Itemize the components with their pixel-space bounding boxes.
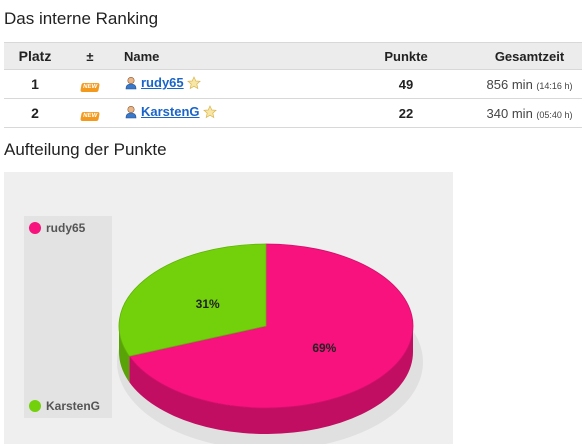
ranking-heading: Das interne Ranking xyxy=(4,9,159,28)
col-name-header[interactable]: Name xyxy=(114,42,335,70)
ranking-table: Platz ± Name Punkte Gesamtzeit 1 NEW rud… xyxy=(4,42,582,128)
legend-label-karsteng: KarstenG xyxy=(46,399,100,413)
pie-side-rudy65 xyxy=(129,326,413,434)
user-link[interactable]: rudy65 xyxy=(141,75,184,91)
rank-cell: 1 xyxy=(4,69,66,99)
new-badge: NEW xyxy=(80,112,100,121)
table-header-row: Platz ± Name Punkte Gesamtzeit xyxy=(4,42,582,70)
pie-chart-svg: 69% 31% rudy65 KarstenG xyxy=(24,216,423,444)
user-link[interactable]: KarstenG xyxy=(141,104,200,120)
pie-side-karsteng xyxy=(119,326,130,383)
table-row: 2 NEW KarstenG 22 340 min (05:40 h) xyxy=(4,98,582,128)
legend-marker-rudy65 xyxy=(29,222,41,234)
points-pie-chart: 69% 31% rudy65 KarstenG xyxy=(4,172,453,444)
star-icon xyxy=(202,104,217,118)
pie-slice-karsteng xyxy=(118,243,267,357)
legend-marker-karsteng xyxy=(29,400,41,412)
col-points-header[interactable]: Punkte xyxy=(335,42,477,70)
col-time-header[interactable]: Gesamtzeit xyxy=(477,42,582,70)
points-heading: Aufteilung der Punkte xyxy=(4,140,167,159)
points-cell: 49 xyxy=(335,69,477,99)
time-cell: 340 min xyxy=(486,105,533,121)
col-change-header[interactable]: ± xyxy=(66,42,114,70)
points-cell: 22 xyxy=(335,98,477,128)
time-detail: (14:16 h) xyxy=(536,80,573,91)
user-icon xyxy=(125,76,137,90)
table-row: 1 NEW rudy65 49 856 min (14:16 h) xyxy=(4,69,582,99)
pie-slice-rudy65 xyxy=(128,243,414,409)
new-badge: NEW xyxy=(80,83,100,92)
pie-label-rudy65: 69% xyxy=(312,341,336,355)
time-cell: 856 min xyxy=(486,76,533,92)
legend-panel xyxy=(24,216,112,418)
legend-label-rudy65: rudy65 xyxy=(46,221,86,235)
rank-cell: 2 xyxy=(4,98,66,128)
col-rank-header[interactable]: Platz xyxy=(4,42,66,70)
star-icon xyxy=(186,75,201,89)
time-detail: (05:40 h) xyxy=(536,109,573,120)
user-icon xyxy=(125,105,137,119)
pie-label-karsteng: 31% xyxy=(196,297,220,311)
